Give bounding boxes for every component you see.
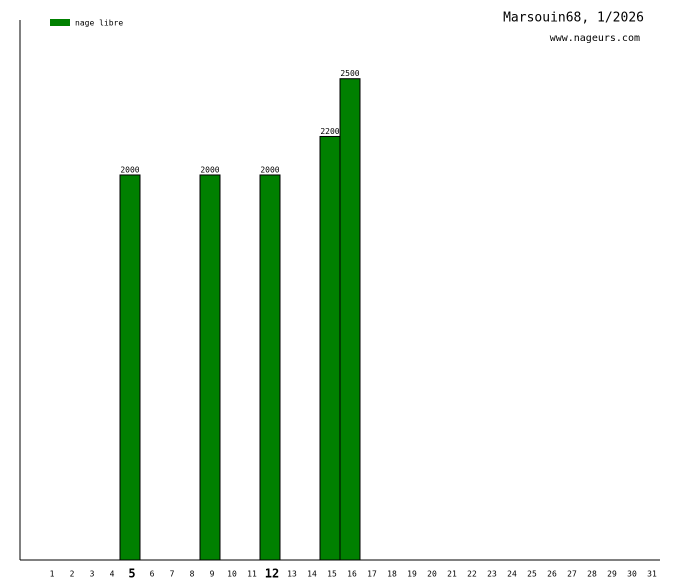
- x-tick-label: 9: [210, 570, 215, 579]
- x-tick-label: 11: [247, 570, 257, 579]
- x-tick-label: 27: [567, 570, 577, 579]
- legend-label: nage libre: [75, 19, 123, 28]
- bar: [259, 174, 281, 561]
- bar: [339, 78, 361, 561]
- bar: [199, 174, 221, 561]
- x-tick-label: 30: [627, 570, 637, 579]
- x-tick-label: 18: [387, 570, 397, 579]
- x-tick-label: 29: [607, 570, 617, 579]
- chart-title: Marsouin68, 1/2026: [503, 11, 644, 26]
- bar: [119, 174, 141, 561]
- x-tick-label: 1: [50, 570, 55, 579]
- x-tick-label: 23: [487, 570, 497, 579]
- x-tick-label: 13: [287, 570, 297, 579]
- data-label: 2000: [120, 165, 139, 174]
- x-tick-label: 5: [128, 567, 135, 580]
- x-tick-label: 15: [327, 570, 337, 579]
- data-label: 2000: [200, 165, 219, 174]
- x-tick-label: 10: [227, 570, 237, 579]
- x-tick-label: 24: [507, 570, 517, 579]
- x-tick-label: 6: [150, 570, 155, 579]
- x-tick-label: 3: [90, 570, 95, 579]
- x-tick-label: 17: [367, 570, 377, 579]
- x-tick-label: 22: [467, 570, 477, 579]
- x-tick-label: 19: [407, 570, 417, 579]
- x-tick-label: 28: [587, 570, 597, 579]
- legend-swatch: [50, 19, 70, 26]
- x-tick-label: 12: [265, 567, 279, 580]
- x-tick-label: 4: [110, 570, 115, 579]
- x-tick-label: 14: [307, 570, 317, 579]
- data-label: 2200: [320, 127, 339, 136]
- bar: [319, 135, 341, 561]
- x-tick-label: 2: [70, 570, 75, 579]
- x-tick-label: 20: [427, 570, 437, 579]
- x-tick-label: 21: [447, 570, 457, 579]
- x-tick-label: 7: [170, 570, 175, 579]
- x-tick-label: 8: [190, 570, 195, 579]
- chart-subtitle: www.nageurs.com: [550, 33, 640, 44]
- data-label: 2000: [260, 165, 279, 174]
- x-tick-label: 31: [647, 570, 657, 579]
- x-tick-label: 26: [547, 570, 557, 579]
- x-tick-label: 16: [347, 570, 357, 579]
- x-tick-label: 25: [527, 570, 537, 579]
- data-label: 2500: [340, 69, 359, 78]
